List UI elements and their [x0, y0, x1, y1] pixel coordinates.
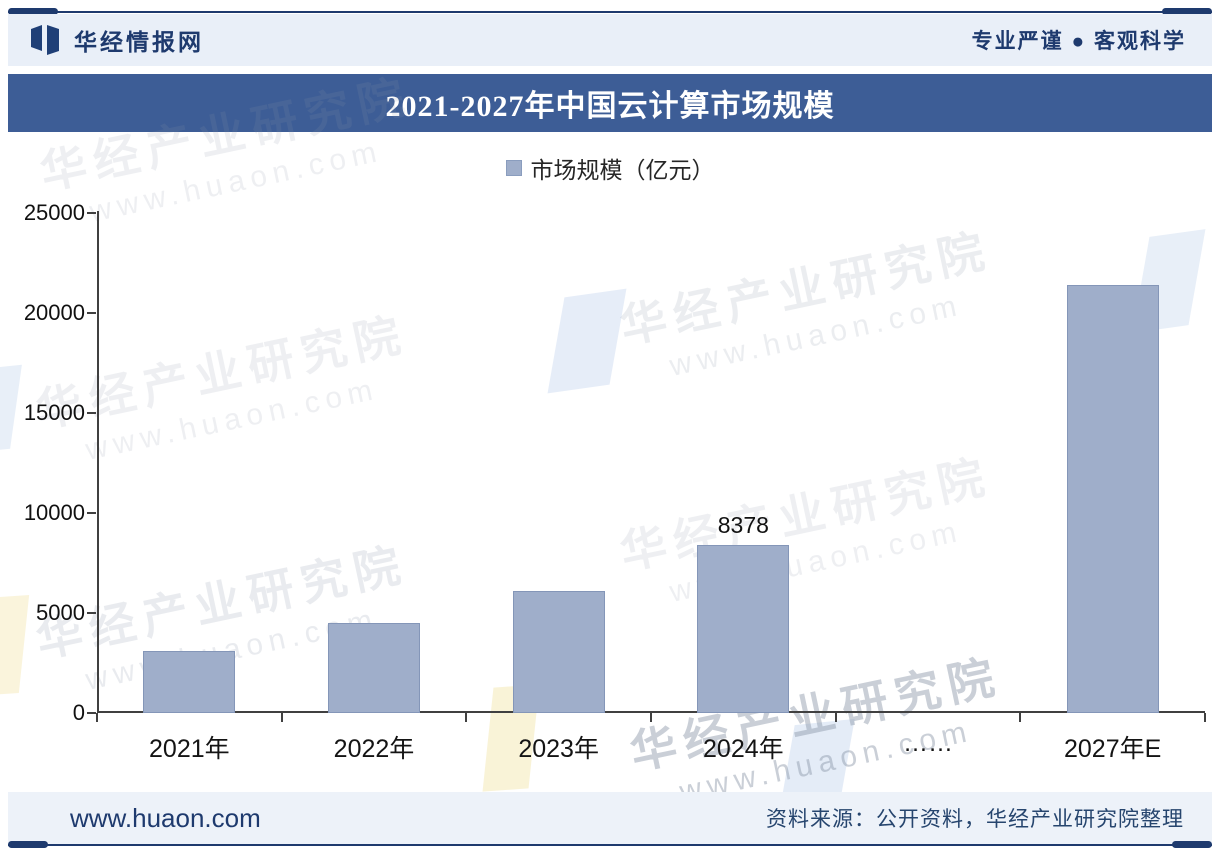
y-axis-tick-label: 25000	[23, 200, 85, 225]
y-axis-tick-label: 10000	[23, 500, 85, 525]
legend: 市场规模（亿元）	[0, 152, 1220, 184]
bar-2021年	[143, 651, 236, 713]
bottom-divider	[8, 844, 1212, 846]
y-axis-tick-label: 20000	[23, 300, 85, 325]
x-axis-tick	[650, 713, 652, 722]
brand-name: 华经情报网	[74, 29, 204, 55]
y-axis-tick	[87, 512, 96, 514]
y-axis-tick	[87, 412, 96, 414]
footer-source-note: 资料来源：公开资料，华经产业研究院整理	[766, 808, 1184, 831]
y-axis-tick	[87, 612, 96, 614]
footer-bar: www.huaon.com 资料来源：公开资料，华经产业研究院整理	[8, 792, 1212, 844]
bottom-divider-cap-left	[8, 841, 48, 848]
legend-label: 市场规模（亿元）	[530, 157, 715, 183]
chart-title: 2021-2027年中国云计算市场规模	[385, 90, 835, 123]
x-axis-tick	[1204, 713, 1206, 722]
top-divider-cap-right	[1162, 8, 1212, 15]
footer-website: www.huaon.com	[70, 802, 261, 833]
x-axis-tick	[280, 713, 283, 722]
bar-2022年	[328, 623, 420, 713]
bar-2024年	[697, 545, 790, 713]
chart-plot-area	[97, 211, 1205, 713]
y-axis-tick	[87, 312, 96, 314]
y-axis-tick	[87, 712, 96, 714]
x-axis-tick	[465, 713, 468, 722]
bottom-divider-cap-right	[1172, 841, 1212, 848]
bar-2023年	[512, 591, 605, 713]
legend-marker-icon	[505, 160, 522, 176]
y-axis-tick-label: 5000	[36, 600, 85, 625]
header-slogan: 专业严谨 ● 客观科学	[971, 30, 1186, 53]
bar-2027年E	[1066, 285, 1159, 713]
brand-logo-icon	[31, 25, 59, 55]
y-axis-tick-label: 0	[72, 700, 85, 725]
top-divider-cap-left	[8, 8, 58, 15]
top-divider	[8, 11, 1212, 13]
y-axis-tick	[87, 212, 96, 214]
x-axis-label: ……	[902, 729, 953, 757]
x-axis-tick	[834, 713, 837, 722]
x-axis-label: 2021年	[149, 735, 230, 763]
x-axis-tick	[1019, 713, 1022, 722]
x-axis-label: 2027年E	[1064, 735, 1162, 763]
title-bar: 2021-2027年中国云计算市场规模	[8, 74, 1212, 132]
x-axis-label: 2024年	[703, 735, 784, 763]
brand: 华经情报网	[30, 23, 204, 57]
bar-value-label: 8378	[717, 512, 769, 539]
x-axis-label: 2023年	[518, 735, 599, 763]
y-axis-tick-label: 15000	[23, 400, 85, 425]
x-axis-tick	[96, 713, 98, 722]
header-bar: 华经情报网 专业严谨 ● 客观科学	[8, 14, 1212, 66]
x-axis-label: 2022年	[333, 735, 415, 763]
